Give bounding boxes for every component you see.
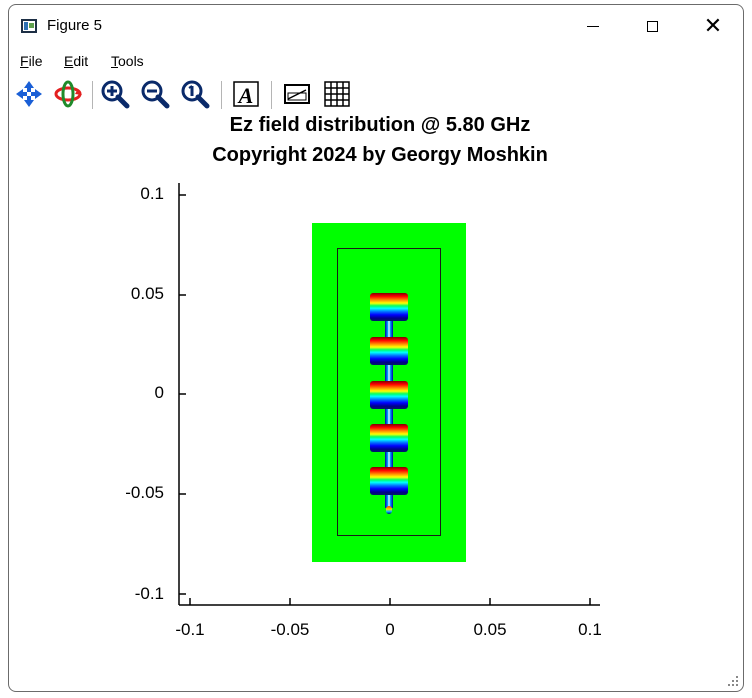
insert-text-button[interactable]: A [231, 79, 261, 109]
zoom-in-button[interactable] [100, 79, 130, 109]
zoom-original-icon [181, 80, 210, 109]
plot-subtitle: Copyright 2024 by Georgy Moshkin [212, 144, 548, 166]
x-tick-label: -0.1 [175, 620, 205, 639]
feed-tip [386, 506, 392, 514]
pan-button[interactable] [14, 79, 44, 109]
feed-line-segment [385, 442, 393, 470]
menu-bar: File Edit Tools [9, 49, 743, 71]
plot-title: Ez field distribution @ 5.80 GHz [229, 114, 531, 136]
rotate-icon [54, 80, 82, 108]
toolbar-separator [271, 81, 272, 109]
x-tick-label: 0.05 [473, 620, 507, 639]
rotate-button[interactable] [53, 79, 83, 109]
antenna-patch [370, 337, 408, 365]
menu-tools-accel: T [111, 53, 118, 69]
menu-edit-label: dit [73, 53, 89, 69]
x-tick-label: -0.05 [270, 620, 310, 639]
antenna-patch [370, 381, 408, 409]
grid-button[interactable] [322, 79, 352, 109]
grid-icon [324, 81, 350, 107]
menu-file[interactable]: File [20, 53, 43, 69]
menu-tools[interactable]: Tools [111, 53, 144, 69]
maximize-button[interactable] [629, 11, 675, 41]
window-title: Figure 5 [47, 17, 103, 34]
menu-edit[interactable]: Edit [64, 53, 88, 69]
maximize-icon [646, 20, 658, 32]
svg-text:A: A [237, 83, 254, 108]
figure-toolbar: A [9, 77, 743, 111]
zoom-out-icon [141, 80, 170, 109]
y-tick-label: -0.1 [134, 584, 164, 603]
toolbar-separator [221, 81, 222, 109]
close-button[interactable]: ✕ [690, 11, 736, 41]
feed-line-segment [385, 490, 393, 508]
toolbar-separator [92, 81, 93, 109]
resize-grip-icon[interactable] [727, 675, 739, 687]
y-tick-label: -0.05 [125, 483, 164, 502]
ground-plane-outline [337, 248, 441, 536]
pan-icon [16, 81, 42, 107]
y-tick-label: 0 [154, 383, 164, 402]
colorbar-icon [284, 84, 310, 104]
antenna-patch [370, 293, 408, 321]
antenna-patch [370, 467, 408, 495]
title-bar[interactable]: Figure 5 ✕ [9, 5, 743, 45]
y-tick-label: 0.1 [140, 184, 164, 203]
feed-line-segment [385, 316, 393, 344]
colorbar-button[interactable] [282, 79, 312, 109]
feed-line-segment [385, 400, 393, 426]
menu-edit-accel: E [64, 53, 74, 69]
menu-file-label: ile [28, 53, 43, 69]
menu-tools-label: ools [118, 53, 144, 69]
close-icon: ✕ [703, 13, 723, 38]
x-tick-label: 0.1 [578, 620, 602, 639]
antenna-patch [370, 424, 408, 452]
zoom-original-button[interactable] [180, 79, 210, 109]
x-tick-label: 0 [385, 620, 395, 639]
zoom-in-icon [101, 80, 130, 109]
menu-file-accel: F [20, 53, 29, 69]
text-icon: A [233, 81, 259, 108]
figure-app-icon [21, 19, 37, 33]
zoom-out-button[interactable] [140, 79, 170, 109]
minimize-icon [587, 25, 599, 27]
feed-line-segment [385, 358, 393, 384]
minimize-button[interactable] [570, 11, 616, 41]
y-tick-label: 0.05 [130, 284, 164, 303]
